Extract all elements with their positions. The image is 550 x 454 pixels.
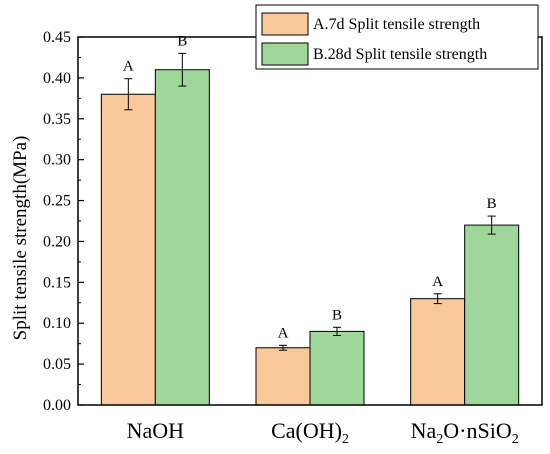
bar-b-2 [309,330,365,406]
y-tick-label: 0.45 [43,29,71,46]
bar-a-3 [410,298,466,406]
y-tick-label: 0.35 [43,111,71,128]
y-tick-label: 0.10 [43,315,71,332]
bar-letter-label: A [123,59,134,75]
legend-label-b: B.28d Split tensile strength [313,46,487,63]
bar-letter-label: B [177,33,187,49]
y-tick-label: 0.20 [43,233,71,250]
bar-letter-label: A [278,325,289,341]
bar-a-1 [100,93,156,406]
x-tick-label: Na2O·nSiO2 [411,418,519,447]
y-tick-label: 0.30 [43,152,71,169]
bar-letter-label: A [432,274,443,290]
y-tick-label: 0.00 [43,397,71,414]
y-tick-label: 0.15 [43,274,71,291]
x-tick-label: Ca(OH)2 [271,418,349,447]
bar-b-1 [154,69,210,406]
bar-b-3 [464,224,520,406]
y-tick-label: 0.40 [43,70,71,87]
bar-letter-label: B [487,196,497,212]
y-tick-label: 0.25 [43,193,71,210]
plot-area: A B NaOH A B Ca(OH)2 A B Na2O·nSiO2 0.00 0.05 0.10 0… [43,29,543,447]
legend-swatch-a [261,12,309,36]
bar-letter-label: B [332,307,342,323]
x-tick-label: NaOH [127,418,185,443]
legend-label-a: A.7d Split tensile strength [313,16,480,33]
y-tick-label: 0.05 [43,356,71,373]
legend-swatch-b [261,42,309,66]
bar-a-2 [255,347,311,406]
y-axis-title: Split tensile strength(MPa) [10,136,31,341]
legend: A.7d Split tensile strength B.28d Split t… [255,4,539,70]
